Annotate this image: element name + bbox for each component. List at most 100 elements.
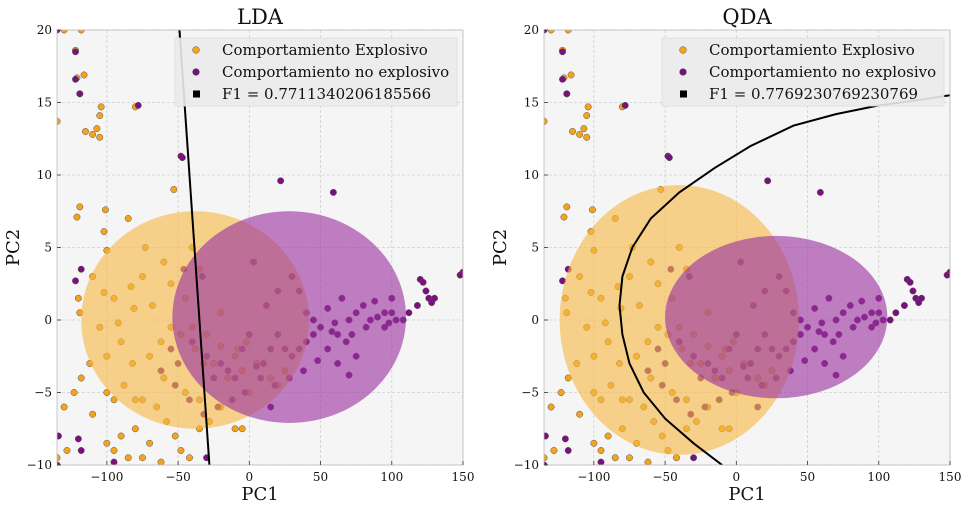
non_explosive-point — [456, 271, 463, 279]
explosive-point — [547, 403, 555, 411]
non_explosive-point — [943, 271, 950, 279]
explosive-point — [70, 389, 78, 396]
non_explosive-point — [559, 75, 566, 83]
non_explosive-point — [422, 287, 430, 295]
explosive-point — [74, 294, 82, 302]
y-axis-label: PC2 — [3, 229, 24, 266]
explosive-point — [170, 186, 178, 193]
explosive-point — [63, 447, 71, 454]
explosive-point — [588, 206, 596, 214]
legend: Comportamiento Explosivo Comportamiento n… — [174, 37, 458, 107]
non_explosive-point — [906, 278, 914, 286]
y-tick-label: 0 — [531, 313, 539, 327]
explosive-point — [82, 128, 89, 135]
non_explosive-point — [544, 30, 548, 34]
legend-label: Comportamiento no explosivo — [222, 63, 449, 81]
legend-label: Comportamiento no explosivo — [709, 63, 936, 81]
legend: Comportamiento Explosivo Comportamiento n… — [661, 37, 945, 107]
x-tick-label: 100 — [867, 470, 890, 484]
explosive-point — [564, 30, 572, 34]
y-tick-label: 20 — [524, 23, 539, 37]
y-tick-label: −5 — [34, 386, 52, 400]
explosive-point — [77, 374, 85, 382]
non_explosive-point — [77, 447, 85, 454]
non_explosive-point — [816, 188, 824, 196]
non_explosive-ellipse — [665, 235, 888, 399]
explosive-point — [139, 454, 146, 462]
non_explosive-point — [57, 30, 61, 34]
y-tick-label: −10 — [27, 458, 52, 472]
y-tick-label: 5 — [531, 241, 539, 255]
explosive-point — [611, 454, 619, 462]
non_explosive-point — [57, 432, 62, 440]
explosive-point — [626, 454, 633, 462]
explosive-point — [560, 213, 568, 221]
x-tick-label: −50 — [652, 470, 677, 484]
non_explosive-point — [413, 302, 421, 309]
explosive-point — [80, 71, 88, 79]
legend-marker-explosive — [679, 46, 687, 54]
explosive-point — [238, 425, 246, 433]
non_explosive-point — [665, 154, 673, 162]
x-tick-label: 150 — [939, 470, 962, 484]
lda-panel: −100 −50 0 50 100 150−10−505101520LDAPC1PC2Co… — [3, 5, 474, 505]
explosive-point — [576, 130, 584, 138]
y-axis-label: PC2 — [490, 229, 511, 266]
non_explosive-point — [886, 316, 894, 324]
x-axis-label: PC1 — [241, 484, 278, 505]
explosive-point — [567, 71, 575, 79]
explosive-point — [60, 30, 68, 34]
explosive-point — [101, 206, 109, 214]
explosive-point — [100, 228, 108, 236]
non_explosive-point — [72, 277, 79, 285]
non_explosive-point — [909, 287, 917, 295]
x-tick-label: 100 — [380, 470, 403, 484]
x-axis-label: PC1 — [728, 484, 765, 505]
non_explosive-point — [918, 294, 925, 302]
legend-marker-explosive — [192, 46, 200, 54]
explosive-point — [544, 117, 548, 125]
non_explosive-ellipse — [172, 211, 407, 423]
y-tick-label: −5 — [521, 386, 539, 400]
legend-marker-non_explosive — [192, 68, 200, 76]
explosive-point — [580, 125, 588, 133]
explosive-point — [177, 447, 185, 454]
x-tick-label: 150 — [452, 470, 475, 484]
non_explosive-point — [77, 265, 85, 273]
explosive-point — [569, 128, 576, 135]
explosive-point — [124, 454, 132, 462]
explosive-point — [644, 458, 652, 465]
explosive-point — [110, 447, 118, 454]
explosive-point — [186, 454, 193, 462]
x-tick-label: −50 — [165, 470, 190, 484]
x-tick-label: 50 — [313, 470, 328, 484]
legend-label: Comportamiento Explosivo — [709, 41, 915, 59]
non_explosive-point — [110, 458, 118, 465]
non_explosive-point — [597, 458, 605, 465]
explosive-point — [584, 103, 592, 111]
explosive-point — [604, 432, 612, 440]
non_explosive-point — [134, 101, 142, 109]
explosive-point — [544, 454, 548, 462]
plot-area — [544, 30, 950, 465]
explosive-point — [583, 112, 591, 120]
explosive-point — [89, 130, 97, 138]
legend-marker-f1 — [680, 90, 687, 98]
explosive-point — [557, 389, 565, 396]
explosive-point — [171, 432, 179, 440]
explosive-point — [157, 458, 165, 465]
explosive-point — [231, 425, 239, 433]
non_explosive-point — [277, 177, 285, 185]
non_explosive-point — [764, 177, 772, 185]
non_explosive-point — [559, 48, 566, 56]
y-tick-label: 15 — [524, 96, 539, 110]
non_explosive-point — [621, 101, 629, 109]
explosive-point — [103, 389, 111, 396]
non_explosive-point — [419, 278, 427, 286]
explosive-point — [89, 410, 97, 418]
non_explosive-point — [329, 188, 337, 196]
explosive-point — [590, 439, 598, 447]
non_explosive-point — [892, 309, 900, 317]
explosive-point — [96, 133, 104, 141]
